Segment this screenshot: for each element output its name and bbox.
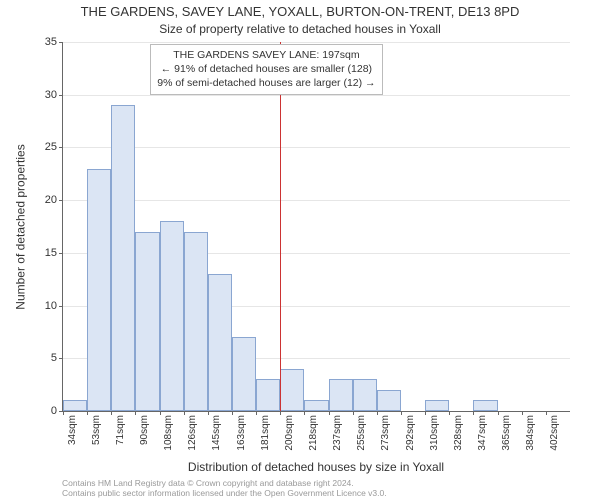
y-tick-label: 15 <box>45 247 57 259</box>
x-tick-mark <box>111 411 112 415</box>
bar <box>63 400 87 411</box>
x-tick-label: 255sqm <box>356 415 367 451</box>
x-tick-label: 292sqm <box>405 415 416 451</box>
bar <box>232 337 256 411</box>
bar <box>256 379 280 411</box>
bar <box>377 390 401 411</box>
footer-line2: Contains public sector information licen… <box>62 488 387 498</box>
x-axis-label: Distribution of detached houses by size … <box>62 460 570 474</box>
x-tick-label: 71sqm <box>115 415 126 445</box>
x-tick-label: 163sqm <box>236 415 247 451</box>
x-tick-label: 365sqm <box>501 415 512 451</box>
y-tick-mark <box>59 42 63 43</box>
y-tick-label: 5 <box>51 352 57 364</box>
x-tick-mark <box>63 411 64 415</box>
y-tick-mark <box>59 200 63 201</box>
x-tick-label: 108sqm <box>163 415 174 451</box>
x-tick-mark <box>232 411 233 415</box>
footer-line1: Contains HM Land Registry data © Crown c… <box>62 478 354 488</box>
y-tick-mark <box>59 358 63 359</box>
y-tick-label: 35 <box>45 36 57 48</box>
x-tick-mark <box>87 411 88 415</box>
chart-container: THE GARDENS, SAVEY LANE, YOXALL, BURTON-… <box>0 0 600 500</box>
plot-area: THE GARDENS SAVEY LANE: 197sqm ← 91% of … <box>62 42 570 412</box>
x-tick-label: 145sqm <box>211 415 222 451</box>
footer-text: Contains HM Land Registry data © Crown c… <box>62 478 570 498</box>
bar <box>425 400 449 411</box>
y-tick-label: 25 <box>45 141 57 153</box>
x-tick-label: 384sqm <box>525 415 536 451</box>
x-tick-label: 347sqm <box>477 415 488 451</box>
x-tick-mark <box>256 411 257 415</box>
bar <box>87 169 111 411</box>
x-tick-label: 126sqm <box>187 415 198 451</box>
x-tick-mark <box>304 411 305 415</box>
x-tick-mark <box>449 411 450 415</box>
x-tick-label: 34sqm <box>67 415 78 445</box>
x-tick-label: 181sqm <box>260 415 271 451</box>
x-tick-mark <box>208 411 209 415</box>
x-tick-label: 200sqm <box>284 415 295 451</box>
y-tick-label: 30 <box>45 89 57 101</box>
y-tick-mark <box>59 95 63 96</box>
x-tick-mark <box>280 411 281 415</box>
x-tick-mark <box>184 411 185 415</box>
x-tick-label: 273sqm <box>380 415 391 451</box>
x-tick-mark <box>353 411 354 415</box>
x-tick-label: 53sqm <box>91 415 102 445</box>
x-tick-label: 328sqm <box>453 415 464 451</box>
x-tick-mark <box>498 411 499 415</box>
x-tick-mark <box>473 411 474 415</box>
bar <box>473 400 497 411</box>
annotation-line2: ← 91% of detached houses are smaller (12… <box>157 62 375 76</box>
chart-subtitle: Size of property relative to detached ho… <box>0 22 600 36</box>
x-tick-mark <box>546 411 547 415</box>
bar <box>280 369 304 411</box>
bar <box>208 274 232 411</box>
annotation-box: THE GARDENS SAVEY LANE: 197sqm ← 91% of … <box>150 44 382 95</box>
x-tick-mark <box>401 411 402 415</box>
y-tick-label: 20 <box>45 194 57 206</box>
bar <box>304 400 328 411</box>
x-tick-label: 237sqm <box>332 415 343 451</box>
x-tick-mark <box>135 411 136 415</box>
bar <box>160 221 184 411</box>
y-tick-mark <box>59 253 63 254</box>
bar <box>184 232 208 411</box>
y-axis-label: Number of detached properties <box>14 42 28 412</box>
x-tick-label: 310sqm <box>429 415 440 451</box>
y-tick-label: 10 <box>45 300 57 312</box>
x-tick-mark <box>377 411 378 415</box>
x-tick-mark <box>160 411 161 415</box>
chart-title: THE GARDENS, SAVEY LANE, YOXALL, BURTON-… <box>0 4 600 19</box>
y-tick-label: 0 <box>51 405 57 417</box>
marker-line <box>280 42 281 411</box>
bar <box>135 232 159 411</box>
bar <box>329 379 353 411</box>
bar <box>353 379 377 411</box>
y-tick-mark <box>59 147 63 148</box>
y-tick-mark <box>59 306 63 307</box>
x-tick-label: 402sqm <box>549 415 560 451</box>
bar <box>111 105 135 411</box>
annotation-line3: 9% of semi-detached houses are larger (1… <box>157 76 375 90</box>
x-tick-label: 218sqm <box>308 415 319 451</box>
x-tick-label: 90sqm <box>139 415 150 445</box>
x-tick-mark <box>425 411 426 415</box>
bars-layer <box>63 42 570 411</box>
annotation-line1: THE GARDENS SAVEY LANE: 197sqm <box>157 48 375 62</box>
x-tick-mark <box>522 411 523 415</box>
x-tick-mark <box>329 411 330 415</box>
